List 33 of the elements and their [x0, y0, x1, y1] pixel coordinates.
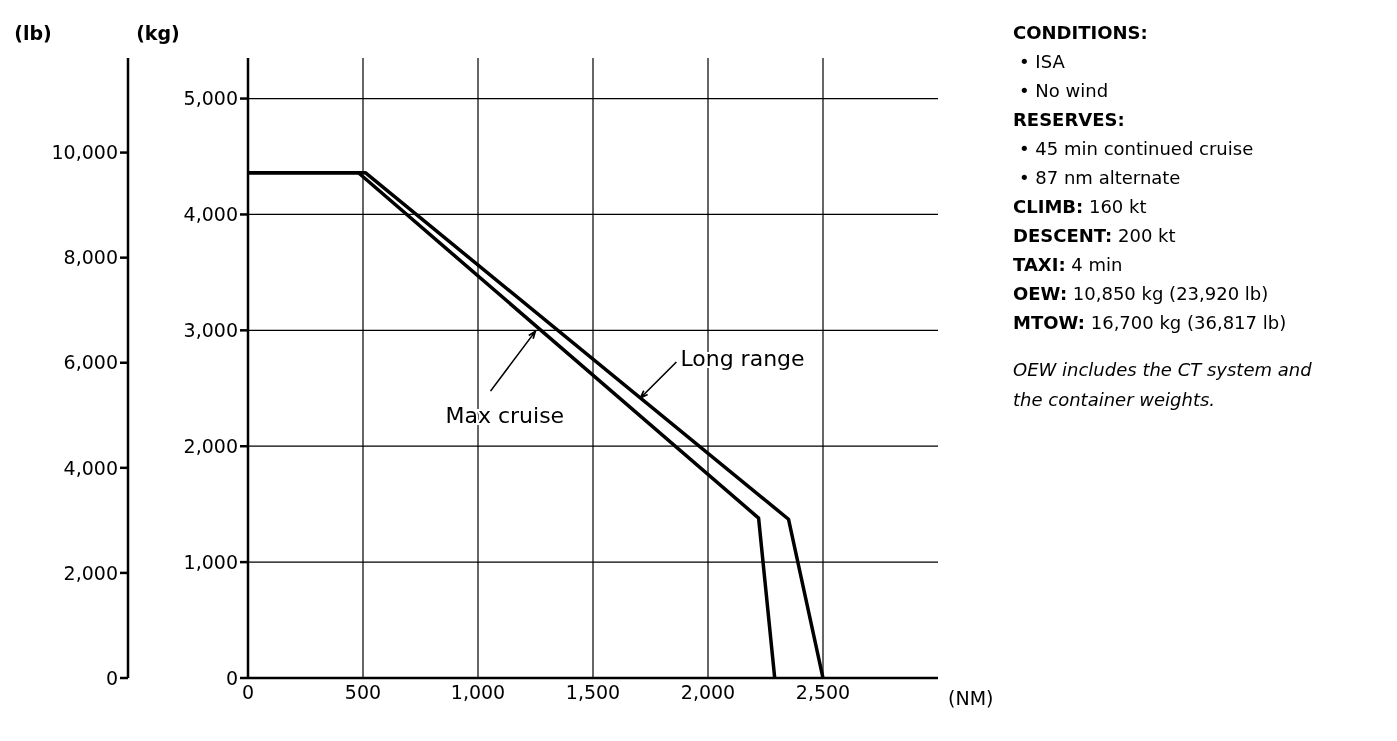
text: MTOW: 16,700 kg (36,817 lb) [1013, 311, 1288, 335]
x-tick-label: 500 [344, 681, 382, 704]
y2-axis-title: (lb) [14, 22, 52, 44]
x-tick-label: 1,000 [450, 681, 506, 704]
text: DESCENT: 200 kt [1013, 224, 1177, 248]
x-tick-label: 1,500 [565, 681, 621, 704]
y-tick-label: 2,000 [183, 434, 238, 457]
text: • No wind [1018, 79, 1110, 103]
y-tick-label: 0 [225, 666, 238, 689]
text: CONDITIONS: [1013, 22, 1148, 43]
y-axis-title: (kg) [136, 22, 180, 44]
text: TAXI: 4 min [1013, 253, 1124, 277]
text: CLIMB: 160 kt [1013, 195, 1148, 219]
y2-tick-label: 10,000 [51, 141, 118, 164]
y2-tick-label: 2,000 [63, 561, 118, 584]
y2-tick-label: 6,000 [63, 351, 118, 374]
x-tick-label: 2,500 [795, 681, 851, 704]
x-tick-label: 2,000 [680, 681, 736, 704]
y-tick-label: 1,000 [183, 550, 238, 573]
y2-tick-label: 4,000 [63, 456, 118, 479]
text: • ISA [1018, 50, 1066, 74]
y2-tick-label: 0 [105, 666, 118, 689]
x-tick-label: 0 [241, 681, 255, 704]
y-tick-label: 3,000 [183, 319, 238, 342]
text: OEW: 10,850 kg (23,920 lb) [1013, 282, 1270, 306]
text: • 45 min continued cruise [1018, 137, 1255, 161]
text: RESERVES: [1013, 109, 1125, 130]
text: • 87 nm alternate [1018, 166, 1182, 190]
x-axis-title: (NM) [948, 686, 994, 709]
y-tick-label: 5,000 [183, 87, 238, 110]
y-tick-label: 4,000 [183, 203, 238, 226]
text: OEW includes the CT system and the container weights. [1013, 358, 1313, 412]
y2-tick-label: 8,000 [63, 246, 118, 269]
